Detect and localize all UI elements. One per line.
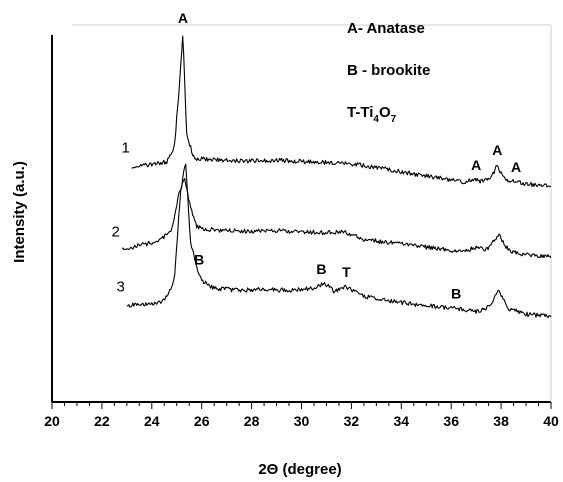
series-1-label: 1 bbox=[121, 139, 129, 156]
series-3-curve bbox=[126, 163, 552, 319]
x-tick-label: 40 bbox=[543, 413, 559, 429]
x-tick-label: 28 bbox=[244, 413, 260, 429]
x-tick-label: 38 bbox=[493, 413, 509, 429]
x-axis-title-symbol: Θ bbox=[267, 461, 279, 478]
series-2-label: 2 bbox=[112, 223, 120, 240]
axes: 20 22 24 26 28 30 32 34 36 38 40 bbox=[44, 24, 559, 429]
peak-label-B: B bbox=[316, 261, 326, 277]
peak-label-A: A bbox=[471, 157, 481, 173]
peak-label-T: T bbox=[342, 264, 351, 280]
legend-anatase: A- Anatase bbox=[347, 20, 425, 37]
x-tick-label: 30 bbox=[294, 413, 310, 429]
peak-label-B: B bbox=[194, 252, 204, 268]
series-3-label: 3 bbox=[117, 279, 125, 296]
peak-label-A: A bbox=[492, 142, 502, 158]
x-tick-label: 22 bbox=[94, 413, 110, 429]
peak-label-B: B bbox=[451, 286, 461, 302]
x-tick-label: 34 bbox=[394, 413, 410, 429]
x-tick-label: 32 bbox=[344, 413, 360, 429]
curves: 1 2 3 bbox=[112, 35, 552, 319]
x-tick-label: 24 bbox=[144, 413, 160, 429]
x-axis-title-prefix: 2 bbox=[258, 461, 266, 478]
peak-label-A: A bbox=[178, 10, 188, 26]
legend: A- Anatase B - brookite T-Ti4O7 bbox=[347, 20, 430, 125]
x-tick-label: 26 bbox=[194, 413, 210, 429]
series-1-curve bbox=[131, 35, 552, 188]
legend-brookite: B - brookite bbox=[347, 62, 430, 79]
x-tick-label: 20 bbox=[44, 413, 60, 429]
x-tick-label: 36 bbox=[443, 413, 459, 429]
legend-ti4o7: T-Ti4O7 bbox=[347, 104, 397, 125]
x-axis-title-suffix: (degree) bbox=[278, 461, 341, 478]
series-2-curve bbox=[121, 177, 552, 259]
y-axis-title: Intensity (a.u.) bbox=[11, 161, 28, 263]
peak-label-A: A bbox=[511, 159, 521, 175]
x-axis-title: 2Θ (degree) bbox=[258, 461, 341, 478]
